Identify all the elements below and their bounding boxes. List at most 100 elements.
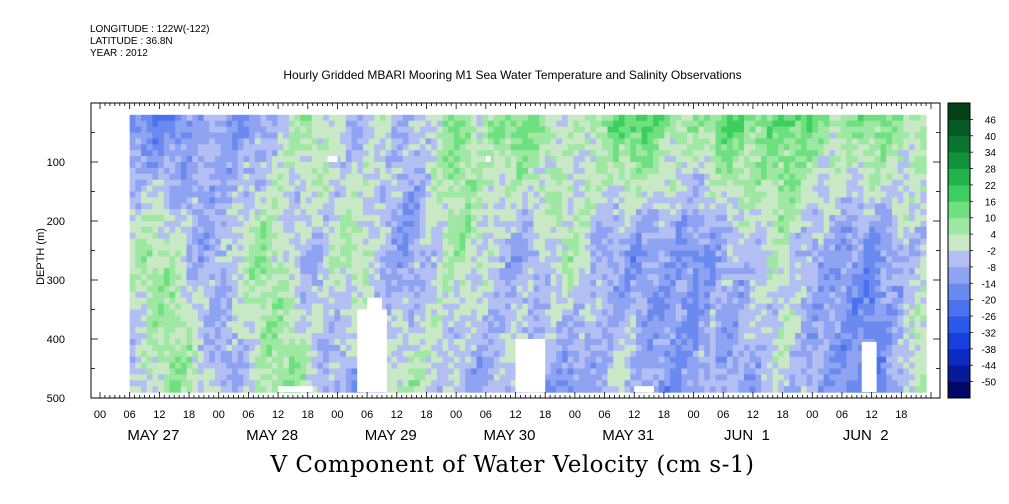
heatmap-cell <box>180 309 188 316</box>
heatmap-cell <box>687 232 694 240</box>
heatmap-cell <box>186 209 193 216</box>
heatmap-cell <box>607 120 614 128</box>
heatmap-cell <box>579 327 586 334</box>
heatmap-cell <box>584 179 592 187</box>
heatmap-cell <box>641 380 648 387</box>
heatmap-cell <box>203 344 210 352</box>
heatmap-cell <box>232 132 239 139</box>
heatmap-cell <box>488 315 495 322</box>
heatmap-cell <box>465 350 472 358</box>
heatmap-cell <box>613 321 620 328</box>
heatmap-cell <box>192 362 199 370</box>
heatmap-cell <box>129 374 136 381</box>
heatmap-cell <box>527 244 535 252</box>
heatmap-cell <box>362 250 370 257</box>
heatmap-cell <box>232 350 239 358</box>
heatmap-cell <box>664 215 671 222</box>
heatmap-cell <box>442 350 449 358</box>
heatmap-cell <box>544 280 552 287</box>
heatmap-cell <box>294 380 301 387</box>
heatmap-cell <box>135 114 142 122</box>
heatmap-cell <box>351 114 358 122</box>
heatmap-cell <box>516 215 523 222</box>
heatmap-cell <box>186 274 193 281</box>
heatmap-cell <box>505 120 512 128</box>
heatmap-cell <box>368 268 375 275</box>
heatmap-cell <box>408 209 415 216</box>
heatmap-cell <box>283 162 290 169</box>
heatmap-cell <box>681 226 688 234</box>
heatmap-cell <box>482 368 489 375</box>
heatmap-cell <box>436 215 444 222</box>
heatmap-cell <box>510 238 518 246</box>
heatmap-cell <box>226 327 233 334</box>
heatmap-cell <box>726 262 734 269</box>
heatmap-cell <box>647 244 654 252</box>
heatmap-cell <box>579 268 586 275</box>
heatmap-cell <box>266 315 273 322</box>
heatmap-cell <box>624 362 631 370</box>
heatmap-cell <box>721 185 728 193</box>
heatmap-cell <box>527 226 535 234</box>
heatmap-cell <box>465 138 472 145</box>
heatmap-cell <box>311 250 318 257</box>
heatmap-cell <box>647 280 654 287</box>
heatmap-cell <box>328 350 336 358</box>
heatmap-cell <box>237 191 245 198</box>
heatmap-cell <box>288 162 296 169</box>
heatmap-cell <box>453 138 461 145</box>
heatmap-cell <box>249 386 256 393</box>
heatmap-cell <box>266 327 273 334</box>
heatmap-cell <box>681 374 688 381</box>
heatmap-cell <box>459 380 466 387</box>
heatmap-cell <box>414 197 421 204</box>
heatmap-cell <box>476 380 483 387</box>
heatmap-cell <box>283 167 290 175</box>
heatmap-cell <box>647 191 654 198</box>
heatmap-cell <box>152 185 159 193</box>
heatmap-cell <box>624 144 631 151</box>
heatmap-cell <box>311 374 318 381</box>
heatmap-cell <box>704 191 711 198</box>
heatmap-cell <box>459 162 466 169</box>
heatmap-cell <box>482 173 489 181</box>
heatmap-cell <box>584 339 592 346</box>
heatmap-cell <box>345 232 353 240</box>
heatmap-cell <box>465 156 472 163</box>
heatmap-cell <box>726 344 734 352</box>
heatmap-cell <box>596 114 603 122</box>
heatmap-cell <box>635 209 643 216</box>
heatmap-cell <box>152 179 159 187</box>
heatmap-cell <box>692 333 700 340</box>
heatmap-cell <box>328 144 336 151</box>
heatmap-cell <box>488 150 495 157</box>
heatmap-cell <box>288 150 296 157</box>
heatmap-cell <box>664 203 671 210</box>
heatmap-cell <box>271 321 279 328</box>
heatmap-cell <box>158 291 165 299</box>
heatmap-cell <box>715 250 722 257</box>
heatmap-cell <box>351 138 358 145</box>
heatmap-cell <box>539 203 546 210</box>
heatmap-cell <box>436 226 444 234</box>
heatmap-cell <box>340 209 347 216</box>
heatmap-cell <box>277 333 284 340</box>
heatmap-cell <box>368 256 375 263</box>
heatmap-cell <box>442 185 449 193</box>
heatmap-cell <box>300 156 307 163</box>
heatmap-cell <box>175 344 182 352</box>
heatmap-cell <box>385 350 392 358</box>
heatmap-cell <box>129 215 136 222</box>
heatmap-cell <box>385 138 392 145</box>
heatmap-cell <box>300 309 307 316</box>
heatmap-cell <box>476 244 483 252</box>
heatmap-cell <box>283 226 290 234</box>
heatmap-cell <box>180 333 188 340</box>
heatmap-cell <box>550 226 557 234</box>
heatmap-cell <box>726 215 734 222</box>
heatmap-cell <box>294 356 301 364</box>
heatmap-cell <box>226 126 233 134</box>
heatmap-cell <box>647 368 654 375</box>
heatmap-cell <box>345 226 353 234</box>
heatmap-cell <box>277 274 284 281</box>
